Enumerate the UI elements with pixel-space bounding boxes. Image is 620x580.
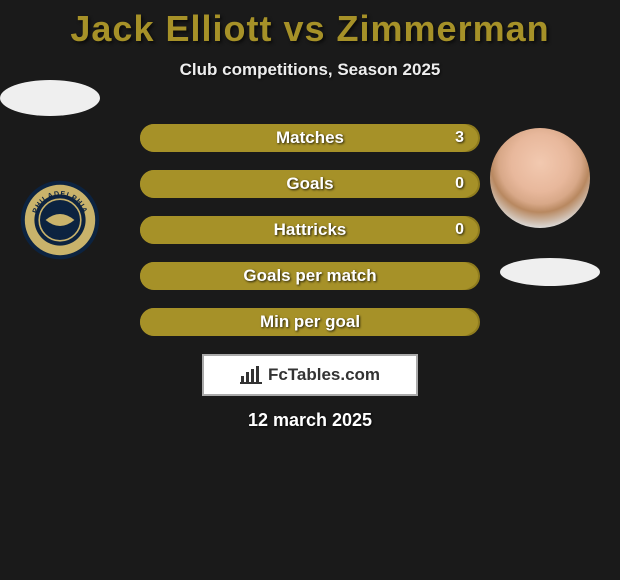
source-text: FcTables.com — [268, 365, 380, 385]
bar-chart-icon — [240, 366, 262, 384]
stat-bar-value: 0 — [455, 221, 464, 239]
stat-bar-label: Hattricks — [142, 220, 478, 240]
subtitle: Club competitions, Season 2025 — [0, 60, 620, 80]
stat-bar-value: 3 — [455, 129, 464, 147]
date-label: 12 march 2025 — [0, 410, 620, 431]
title-player1: Jack Elliott — [70, 8, 272, 49]
player2-portrait — [490, 128, 590, 228]
player1-portrait-placeholder — [0, 80, 100, 116]
page-title: Jack Elliott vs Zimmerman — [0, 0, 620, 50]
stat-bar: Matches3 — [140, 124, 480, 152]
stat-bar: Goals per match — [140, 262, 480, 290]
stat-bar-label: Goals per match — [142, 266, 478, 286]
title-vs: vs — [283, 8, 325, 49]
stat-bar: Min per goal — [140, 308, 480, 336]
player2-club-badge-placeholder — [500, 258, 600, 286]
source-attribution: FcTables.com — [202, 354, 418, 396]
stat-bar-label: Min per goal — [142, 312, 478, 332]
stat-bar-label: Goals — [142, 174, 478, 194]
player1-club-badge: PHILADELPHIA UNION — [20, 180, 100, 260]
stat-bar: Goals0 — [140, 170, 480, 198]
stat-bar: Hattricks0 — [140, 216, 480, 244]
stat-bar-value: 0 — [455, 175, 464, 193]
title-player2: Zimmerman — [337, 8, 550, 49]
stats-bar-chart: Matches3Goals0Hattricks0Goals per matchM… — [140, 124, 480, 354]
stat-bar-label: Matches — [142, 128, 478, 148]
